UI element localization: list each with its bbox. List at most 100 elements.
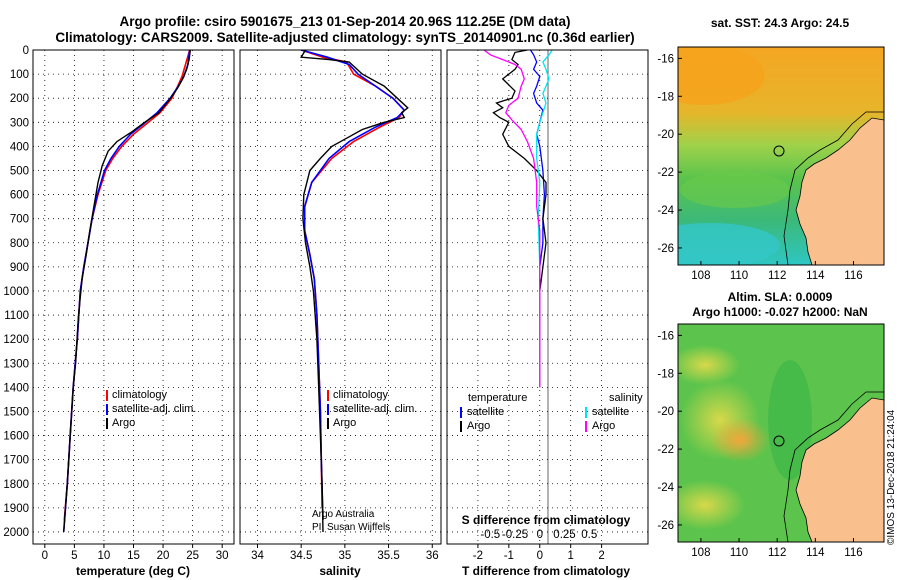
map3-lon-114: 114 (806, 270, 825, 282)
temperature-panel: 0 5 10 15 20 25 30 temperature (deg C) climato… (32, 49, 235, 578)
map4-lat--26: -26 (657, 520, 674, 532)
s-tick--0.5: -0.5 (480, 529, 500, 541)
map3-lat--20: -20 (657, 129, 674, 141)
depth-tick-600: 600 (10, 190, 29, 202)
map4-lat--20: -20 (657, 406, 674, 418)
title-line-2: Climatology: CARS2009. Satellite-adjuste… (55, 30, 634, 45)
xtick-2--1: -1 (504, 550, 514, 562)
xtick-0-30: 30 (216, 550, 229, 562)
depth-tick-1600: 1600 (3, 431, 29, 443)
depth-tick-100: 100 (10, 69, 29, 81)
difference-panel: -2 -1 0 1 2 T difference from climatology S … (446, 49, 649, 578)
sla-map: Altim. SLA: 0.0009 Argo h1000: -0.027 h2… (657, 290, 885, 559)
imos-stamp: ©IMOS 13-Dec-2018 21:24:04 (886, 409, 897, 545)
depth-tick-200: 200 (10, 93, 29, 105)
xtick-1-36: 36 (426, 550, 439, 562)
title-line-1: Argo profile: csiro 5901675_213 01-Sep-2… (120, 14, 571, 29)
depth-tick-700: 700 (10, 214, 29, 226)
series-satellite-adj-clim- (300, 50, 406, 520)
map4-lon-110: 110 (730, 547, 748, 559)
legend-t-label-0: satellite (467, 406, 504, 418)
xtick-1-35: 35 (338, 550, 351, 562)
depth-tick-1000: 1000 (3, 286, 29, 298)
depth-tick-400: 400 (10, 141, 29, 153)
xtick-1-35.5: 35.5 (377, 550, 399, 562)
legend-label-1: satellite-adj. clim. (112, 403, 196, 415)
xtick-0-20: 20 (157, 550, 170, 562)
xtick-2-2: 2 (598, 550, 604, 562)
s-difference-label: S difference from climatology (462, 513, 631, 527)
depth-tick-1900: 1900 (3, 503, 29, 515)
map4-lat--16: -16 (657, 330, 674, 342)
s-tick--0.25: -0.25 (502, 529, 528, 541)
depth-tick-1200: 1200 (3, 334, 29, 346)
series-argo (300, 50, 409, 533)
series-climatology (63, 50, 191, 520)
argo-location-marker-2 (773, 435, 785, 447)
map4-lon-116: 116 (844, 547, 862, 559)
map4-lat--18: -18 (657, 368, 674, 380)
xtick-2--2: -2 (473, 550, 483, 562)
legend-label-1: satellite-adj. clim. (333, 403, 417, 415)
map4-lat--24: -24 (657, 482, 674, 494)
legend-salinity-title: salinity (609, 392, 643, 404)
depth-tick-2000: 2000 (3, 527, 29, 539)
salinity-panel: 34 34.5 35 35.5 36 salinity climatology satel… (239, 49, 442, 578)
map3-lat--22: -22 (657, 167, 674, 179)
legend-t-label-1: Argo (467, 420, 490, 432)
series-s-argo (483, 50, 541, 388)
s-tick-0.5: 0.5 (581, 529, 597, 541)
map3-lon-116: 116 (844, 270, 862, 282)
depth-tick-1400: 1400 (3, 382, 29, 394)
legend-s-label-0: satellite (592, 406, 629, 418)
s-tick-0: 0 (537, 529, 543, 541)
sla-map-title-1: Altim. SLA: 0.0009 (728, 290, 833, 304)
depth-tick-500: 500 (10, 165, 29, 177)
map3-lat--18: -18 (657, 91, 674, 103)
sst-map-title: sat. SST: 24.3 Argo: 24.5 (711, 16, 850, 30)
xtick-1-34.5: 34.5 (290, 550, 312, 562)
xtick-0-15: 15 (127, 550, 140, 562)
map4-lon-114: 114 (806, 547, 825, 559)
sla-map-title-2: Argo h1000: -0.027 h2000: NaN (692, 305, 867, 319)
depth-tick-1100: 1100 (4, 310, 29, 322)
map3-lon-110: 110 (730, 270, 748, 282)
xtick-0-25: 25 (186, 550, 199, 562)
credit-line-1: Argo Australia (312, 509, 375, 520)
depth-tick-1700: 1700 (3, 455, 29, 467)
map4-lon-112: 112 (768, 547, 786, 559)
argo-location-marker (773, 145, 785, 157)
xtick-2-1: 1 (567, 550, 573, 562)
depth-tick-900: 900 (10, 262, 29, 274)
salinity-xlabel: salinity (319, 564, 361, 578)
legend-label-0: climatology (112, 389, 168, 401)
depth-tick-1800: 1800 (3, 479, 29, 491)
map3-lat--24: -24 (657, 205, 674, 217)
legend-label-2: Argo (333, 417, 356, 429)
series-climatology (300, 50, 406, 508)
series-t-argo (492, 50, 547, 292)
depth-tick-300: 300 (10, 117, 29, 129)
map3-lon-112: 112 (768, 270, 786, 282)
sst-map: sat. SST: 24.3 Argo: 24.5 108 110 112 114 11… (657, 16, 885, 282)
land-australia (795, 117, 884, 265)
difference-xlabel: T difference from climatology (462, 564, 630, 578)
depth-tick-800: 800 (10, 238, 29, 250)
map3-lat--16: -16 (657, 53, 674, 65)
depth-tick-0: 0 (23, 45, 29, 57)
xtick-2-0: 0 (537, 550, 543, 562)
xtick-0-0: 0 (42, 550, 48, 562)
map4-lon-108: 108 (691, 547, 710, 559)
depth-axis: 0 100 200 300 400 500 600 700 800 900 1000 1100 1200… (3, 45, 29, 539)
legend-s-label-1: Argo (592, 420, 615, 432)
series-s-satellite (536, 50, 553, 388)
xtick-0-10: 10 (98, 550, 111, 562)
credit-line-2: PI: Susan Wijffels (312, 522, 390, 533)
depth-tick-1500: 1500 (3, 406, 29, 418)
xtick-0-5: 5 (71, 550, 77, 562)
land-australia-2 (795, 397, 884, 542)
series-argo (63, 50, 191, 533)
depth-tick-1300: 1300 (3, 358, 29, 370)
s-tick-0.25: 0.25 (553, 529, 575, 541)
